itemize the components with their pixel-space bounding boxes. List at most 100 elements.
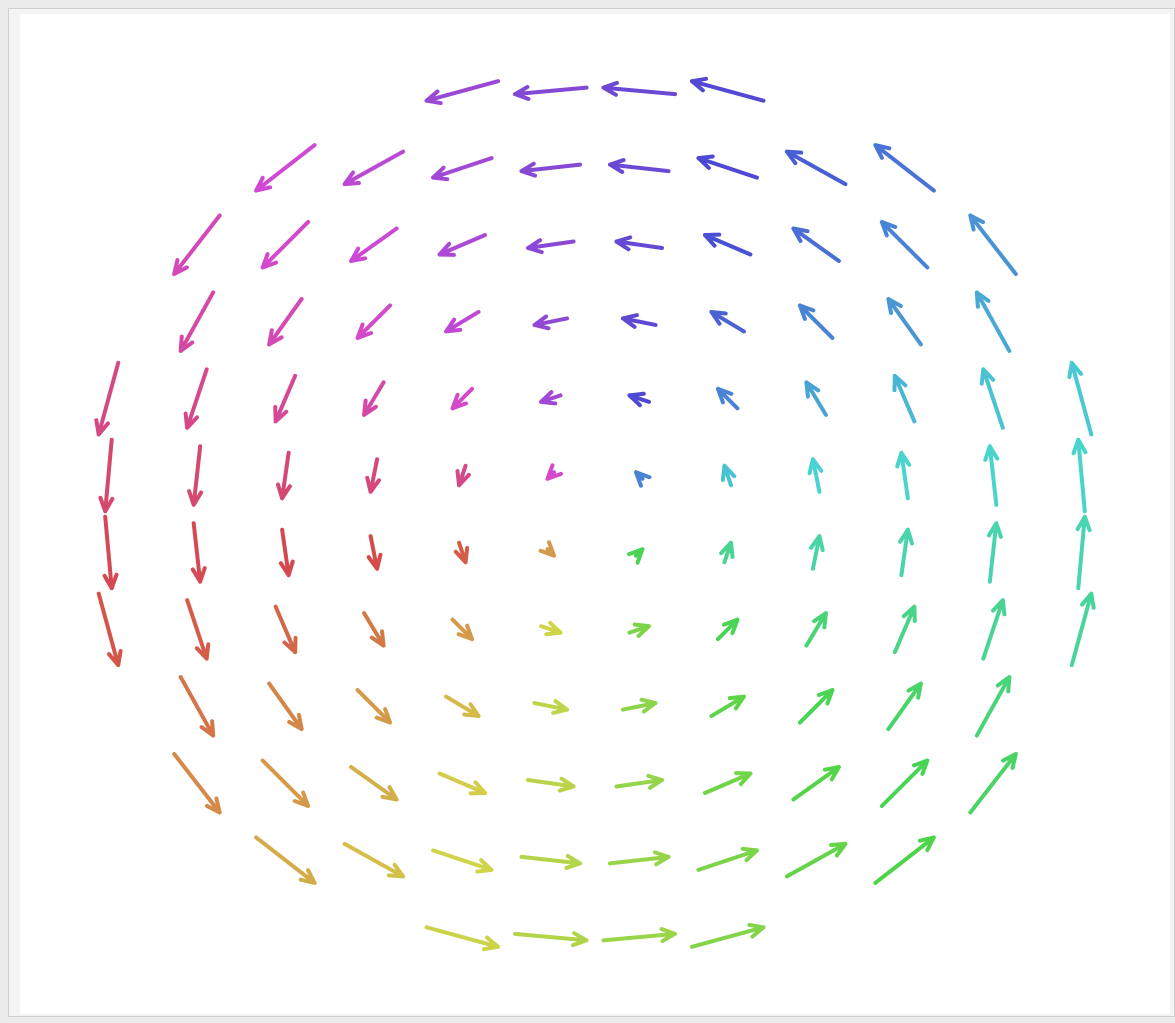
arrow [979,367,1005,430]
arrow [797,688,835,725]
arrow [784,841,848,879]
arrow [981,598,1007,661]
arrow [784,149,848,187]
arrow [273,604,298,655]
arrow [178,675,216,738]
arrow [96,591,123,668]
arrow [627,622,651,638]
arrow [873,143,936,193]
arrow [696,846,759,872]
arrow [614,235,664,252]
arrow [895,450,912,501]
arrow [797,303,835,340]
arrow [172,213,222,277]
arrow [620,313,658,329]
arrow [260,758,311,808]
arrow [791,764,841,802]
arrow [342,149,406,187]
arrow [886,681,923,732]
arrow [513,931,589,948]
arrow [267,681,304,732]
arrow [1075,514,1092,591]
arrow [424,79,501,106]
arrow [102,514,119,591]
arrow [879,758,930,808]
vector-field [20,14,1170,1014]
arrow [431,848,494,874]
arrow [172,751,222,815]
arrow [273,373,298,424]
arrow [627,391,651,408]
arrow [791,226,841,264]
arrow [545,463,563,481]
arrow [873,835,936,885]
arrow [607,850,671,867]
arrow [696,154,759,180]
arrow [178,290,216,353]
arrow [526,776,576,793]
arrow [1071,437,1088,514]
arrow [719,540,735,565]
arrow [254,835,317,885]
arrow [185,598,211,661]
arrow [1069,591,1096,668]
arrow [892,373,917,424]
arrow [879,220,930,270]
arrow [974,290,1012,353]
arrow [362,611,386,648]
arrow [807,457,824,494]
arrow [424,925,501,952]
arrow [627,547,645,565]
arrow [607,158,671,174]
arrow [715,386,740,411]
arrow [455,463,471,488]
arrow [437,771,488,796]
arrow [702,232,753,257]
arrow [444,309,481,334]
arrow [254,143,317,193]
arrow [519,854,583,870]
arrow [633,470,652,488]
arrow [804,380,828,417]
arrow [362,380,386,417]
arrow [276,450,292,501]
plot-background [20,14,1170,1014]
arrow [715,617,740,642]
arrow [983,444,1000,507]
arrow [453,540,470,565]
arrow [532,699,570,715]
arrow [968,213,1018,277]
arrow [538,540,557,558]
arrow [974,675,1012,738]
arrow [614,773,664,790]
arrow [689,922,766,949]
arrow [620,697,658,714]
arrow [720,463,737,488]
arrow [98,437,115,514]
arrow [968,751,1018,815]
arrow [519,161,583,178]
arrow [539,390,563,406]
arrow [709,309,746,334]
arrow [539,620,563,637]
arrow [190,521,207,584]
arrow [437,233,488,257]
arrow [709,694,746,719]
arrow [526,238,576,255]
arrow [804,611,828,648]
arrow [431,156,494,182]
arrow [689,76,766,103]
arrow [366,534,383,571]
arrow [183,367,209,430]
arrow [986,521,1003,584]
arrow [450,617,475,642]
arrow [94,360,121,437]
arrow [260,220,311,270]
arrow [278,527,295,578]
arrow [444,694,481,719]
arrow [355,688,393,725]
arrow [349,226,399,264]
arrow [892,604,917,655]
arrow [702,771,753,795]
arrow [450,386,475,411]
